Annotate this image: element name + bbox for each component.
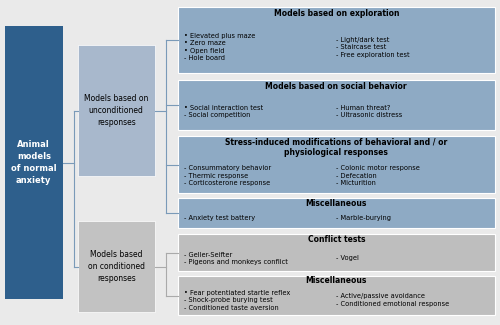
Text: Models based on exploration: Models based on exploration	[274, 9, 399, 18]
Text: Conflict tests: Conflict tests	[308, 235, 365, 244]
FancyBboxPatch shape	[178, 136, 495, 193]
Text: - Consummatory behavior
- Thermic response
- Corticosterone response: - Consummatory behavior - Thermic respon…	[184, 165, 270, 186]
Text: Animal
models
of normal
anxiety: Animal models of normal anxiety	[11, 140, 56, 185]
FancyBboxPatch shape	[178, 276, 495, 315]
FancyBboxPatch shape	[78, 221, 155, 312]
FancyBboxPatch shape	[178, 6, 495, 73]
Text: - Light/dark test
- Staircase test
- Free exploration test: - Light/dark test - Staircase test - Fre…	[336, 37, 410, 58]
Text: Models based
on conditioned
responses: Models based on conditioned responses	[88, 250, 145, 283]
FancyBboxPatch shape	[78, 46, 155, 176]
Text: - Marble-burying: - Marble-burying	[336, 215, 391, 221]
Text: - Vogel: - Vogel	[336, 255, 359, 261]
Text: Models based on social behavior: Models based on social behavior	[266, 82, 407, 91]
FancyBboxPatch shape	[178, 80, 495, 130]
Text: • Elevated plus maze
• Zero maze
• Open field
- Hole board: • Elevated plus maze • Zero maze • Open …	[184, 33, 255, 61]
Text: Models based on
unconditioned
responses: Models based on unconditioned responses	[84, 94, 148, 127]
Text: • Fear potentiated startle reflex
- Shock-probe burying test
- Conditioned taste: • Fear potentiated startle reflex - Shoc…	[184, 290, 290, 311]
Text: - Colonic motor response
- Defecation
- Micturition: - Colonic motor response - Defecation - …	[336, 165, 420, 186]
Text: - Human threat?
- Ultrasonic distress: - Human threat? - Ultrasonic distress	[336, 105, 402, 118]
Text: - Geller-Seifter
- Pigeons and monkeys conflict: - Geller-Seifter - Pigeons and monkeys c…	[184, 252, 288, 265]
FancyBboxPatch shape	[178, 198, 495, 228]
Text: • Social interaction test
- Social competition: • Social interaction test - Social compe…	[184, 105, 262, 118]
Text: Stress-induced modifications of behavioral and / or
physiological responses: Stress-induced modifications of behavior…	[225, 137, 448, 157]
FancyBboxPatch shape	[178, 234, 495, 271]
FancyBboxPatch shape	[5, 26, 62, 299]
Text: Miscellaneous: Miscellaneous	[306, 199, 367, 208]
Text: Miscellaneous: Miscellaneous	[306, 276, 367, 285]
Text: - Anxiety test battery: - Anxiety test battery	[184, 215, 254, 221]
Text: - Active/passive avoidance
- Conditioned emotional response: - Active/passive avoidance - Conditioned…	[336, 293, 450, 307]
